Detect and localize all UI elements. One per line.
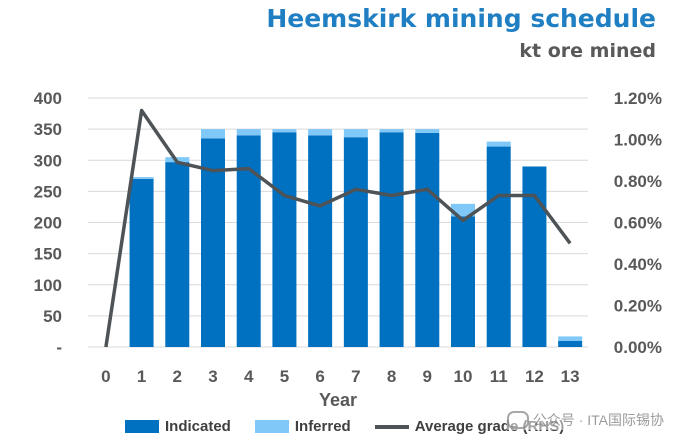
bar-indicated — [558, 340, 583, 347]
y-right-tick-label: 0.00% — [614, 338, 662, 357]
chart-subtitle: kt ore mined — [519, 40, 656, 62]
x-tick-label: 3 — [208, 367, 217, 386]
y-left-tick-label: 300 — [34, 151, 62, 170]
bar-indicated — [486, 146, 511, 347]
bar-inferred — [201, 129, 225, 139]
x-tick-label: 8 — [387, 367, 396, 386]
x-axis-label: Year — [319, 390, 357, 410]
bar-indicated — [272, 132, 297, 347]
legend-swatch-indicated — [125, 420, 159, 433]
wechat-icon — [506, 411, 529, 429]
y-left-tick-label: 350 — [34, 120, 62, 139]
x-tick-label: 4 — [244, 367, 254, 386]
bars — [129, 129, 583, 347]
legend-label-indicated: Indicated — [165, 418, 231, 435]
bar-indicated — [201, 138, 225, 347]
bar-inferred — [486, 141, 511, 147]
x-tick-label: 5 — [280, 367, 289, 386]
y-right-tick-label: 1.00% — [614, 131, 662, 150]
bar-indicated — [522, 166, 547, 347]
bar-indicated — [343, 137, 368, 347]
chart-title: Heemskirk mining schedule — [266, 4, 656, 33]
bar-inferred — [558, 336, 583, 341]
y-left-tick-label: 250 — [34, 182, 62, 201]
y-right-tick-label: 0.60% — [614, 214, 662, 233]
grade-line — [104, 108, 572, 348]
bar-indicated — [415, 132, 440, 347]
bar-indicated — [129, 178, 154, 347]
x-tick-label: 1 — [137, 367, 146, 386]
x-tick-label: 2 — [173, 367, 182, 386]
legend-label-inferred: Inferred — [294, 418, 351, 435]
y-left-tick-label: 100 — [34, 276, 62, 295]
watermark: 公众号 · ITA国际锡协 — [506, 410, 664, 430]
bar-indicated — [379, 132, 404, 347]
x-tick-label: 9 — [423, 367, 432, 386]
bar-indicated — [451, 216, 475, 347]
bar-inferred — [308, 129, 333, 136]
y-left-tick-label: 50 — [43, 307, 62, 326]
y-right-tick-label: 0.80% — [614, 172, 662, 191]
bar-indicated — [165, 162, 190, 347]
bar-inferred — [379, 129, 404, 133]
x-tick-label: 6 — [315, 367, 324, 386]
bar-inferred — [129, 177, 154, 179]
x-tick-label: 0 — [101, 367, 110, 386]
watermark-text: 公众号 · ITA国际锡协 — [532, 412, 664, 428]
x-tick-label: 10 — [454, 367, 473, 386]
x-tick-label: 13 — [561, 367, 580, 386]
gridlines — [88, 97, 588, 348]
x-tick-label: 7 — [351, 367, 360, 386]
x-tick-label: 11 — [490, 367, 508, 386]
bar-inferred — [343, 129, 368, 138]
bar-inferred — [272, 129, 297, 133]
y-right-tick-label: 0.40% — [614, 255, 662, 274]
legend-item-inferred: Inferred — [254, 418, 351, 435]
bar-indicated — [308, 135, 333, 347]
y-right-tick-label: 1.20% — [614, 89, 662, 108]
y-left-tick-label: - — [56, 338, 62, 357]
y-left-tick-label: 400 — [34, 89, 62, 108]
y-right-tick-label: 0.20% — [614, 297, 662, 316]
grade-line-layer — [104, 108, 572, 348]
legend-item-indicated: Indicated — [125, 418, 231, 435]
bar-inferred — [415, 129, 440, 133]
legend-swatch-grade — [374, 424, 409, 429]
y-left-tick-label: 150 — [34, 245, 62, 264]
legend-swatch-inferred — [254, 420, 289, 433]
y-left-tick-label: 200 — [34, 214, 62, 233]
bar-inferred — [236, 129, 261, 136]
x-tick-label: 12 — [525, 367, 544, 386]
tick-labels: -501001502002503003504000.00%0.20%0.40%0… — [34, 89, 662, 386]
